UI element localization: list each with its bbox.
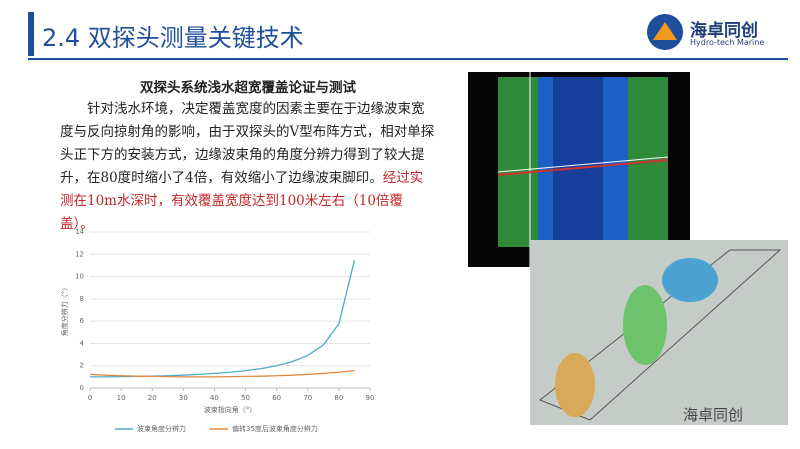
highlight-text: 经过实测在10m水深时，有效覆盖宽度达到100米左右（10倍覆盖）。 [60,170,424,232]
x-tick-label: 90 [366,394,375,402]
logo-name: 海卓同创 [690,21,758,41]
y-tick-label: 8 [80,295,84,303]
y-tick-label: 2 [80,362,84,370]
y-tick-label: 0 [80,384,84,392]
x-tick-label: 30 [179,394,188,402]
paragraph-text: 针对浅水环境，决定覆盖宽度的因素主要在于边缘波束宽度与反向掠射角的影响，由于双探… [60,101,435,186]
watermark: 海卓同创 [683,406,744,424]
x-tick-label: 70 [303,394,312,402]
x-tick-label: 80 [334,394,343,402]
section-heading: 双探头系统浅水超宽覆盖论证与测试 [140,80,356,96]
y-tick-label: 12 [75,250,84,258]
slide-title: 2.4 双探头测量关键技术 [42,24,304,52]
model-image [530,240,788,425]
logo-icon [647,14,683,50]
x-tick-label: 60 [272,394,281,402]
chart: 0 2 4 6 8 10 12 14 0 10 20 30 40 50 60 70 80 90 波束指向角（°） 角度… [60,228,375,433]
accent-bar [28,12,34,56]
header-rule [28,58,788,60]
paragraph: 针对浅水环境，决定覆盖宽度的因素主要在于边缘波束宽度与反向掠射角的影响，由于双探… [60,98,436,236]
y-tick-label: 14 [75,228,84,236]
y-tick-label: 6 [80,317,85,325]
y-tick-label: 10 [75,273,84,281]
series-line [89,369,355,378]
series-line [90,260,356,378]
x-tick-label: 20 [148,394,157,402]
legend-label: 波束角度分辨力 [137,424,186,433]
y-axis-label: 角度分辨力（°） [60,284,69,337]
legend-label: 偏转35度后波束角度分辨力 [232,424,318,433]
logo-sub: Hydro-tech Marine [690,38,765,47]
x-axis-label: 波束指向角（°） [204,405,257,414]
x-tick-label: 10 [117,394,126,402]
sonar-image [468,72,690,267]
y-tick-label: 4 [80,339,85,347]
x-tick-label: 0 [88,394,92,402]
x-tick-label: 50 [241,394,250,402]
x-tick-label: 40 [210,394,219,402]
